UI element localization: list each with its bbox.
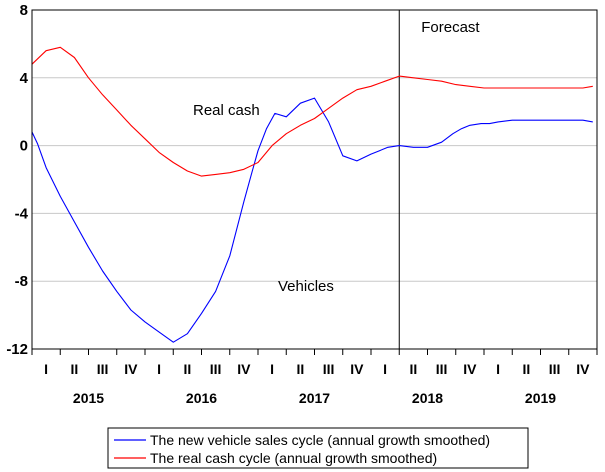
y-tick-label: -4 xyxy=(15,205,29,222)
x-quarter-label: III xyxy=(323,361,335,377)
x-quarter-label: IV xyxy=(237,361,251,377)
x-quarter-label: IV xyxy=(463,361,477,377)
y-tick-label: -8 xyxy=(15,273,28,290)
x-quarter-label: IV xyxy=(124,361,138,377)
y-tick-label: 8 xyxy=(20,2,28,19)
x-quarter-label: II xyxy=(70,361,78,377)
x-quarter-label: I xyxy=(496,361,500,377)
x-year-label: 2015 xyxy=(73,390,104,406)
x-year-label: 2018 xyxy=(412,390,443,406)
x-quarter-label: II xyxy=(522,361,530,377)
series-line-vehicles xyxy=(31,97,593,343)
vehicles-annotation: Vehicles xyxy=(278,278,334,295)
x-quarter-label: I xyxy=(44,361,48,377)
x-quarter-label: II xyxy=(409,361,417,377)
series-line-real-cash xyxy=(31,46,593,177)
x-quarter-label: I xyxy=(270,361,274,377)
x-quarter-label: III xyxy=(210,361,222,377)
x-quarter-label: I xyxy=(157,361,161,377)
x-quarter-label: IV xyxy=(576,361,590,377)
real-cash-annotation: Real cash xyxy=(193,102,260,119)
legend-box xyxy=(107,427,529,469)
y-tick-label: -12 xyxy=(6,341,28,358)
x-year-label: 2019 xyxy=(525,390,556,406)
gridlines xyxy=(32,77,597,282)
forecast-annotation: Forecast xyxy=(421,19,480,36)
legend: The new vehicle sales cycle (annual grow… xyxy=(107,427,529,469)
x-quarter-label: II xyxy=(183,361,191,377)
x-year-label: 2016 xyxy=(186,390,217,406)
x-quarter-label: III xyxy=(549,361,561,377)
series-lines xyxy=(31,46,593,343)
x-year-label: 2017 xyxy=(299,390,330,406)
legend-label-vehicles: The new vehicle sales cycle (annual grow… xyxy=(150,432,490,448)
plot-frame xyxy=(31,9,598,350)
x-quarter-label: I xyxy=(383,361,387,377)
y-axis-ticks: 8 4 0 -4 -8 -12 xyxy=(6,2,28,358)
x-quarter-label: IV xyxy=(350,361,364,377)
x-quarter-label: III xyxy=(436,361,448,377)
x-quarter-label: III xyxy=(97,361,109,377)
legend-label-cash: The real cash cycle (annual growth smoot… xyxy=(150,450,437,466)
y-tick-label: 4 xyxy=(20,70,29,87)
x-quarter-label: II xyxy=(296,361,304,377)
y-tick-label: 0 xyxy=(20,138,28,155)
x-axis-ticks: I II III IV I II III IV I II III IV I II III IV I II III IV… xyxy=(31,349,598,406)
